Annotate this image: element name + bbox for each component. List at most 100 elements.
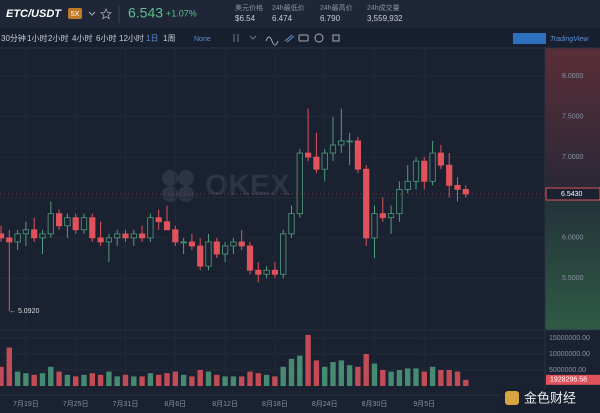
candle-body [180, 241, 187, 244]
interval[interactable]: 4小时 [72, 33, 92, 43]
icon[interactable] [265, 36, 279, 46]
volume-bar [413, 368, 419, 386]
candle-body [263, 269, 270, 275]
volume-bar [421, 371, 427, 386]
favorite-icon[interactable] [100, 7, 112, 20]
candle-body [155, 217, 162, 223]
stat-value: 6.790 [320, 14, 341, 23]
stat-label: 24h最低价 [272, 3, 305, 12]
volume-bar [313, 360, 320, 386]
candle-body [47, 213, 54, 235]
brand: 金色财经 [524, 390, 576, 405]
camera-icon[interactable] [298, 34, 309, 42]
volume-bar [156, 374, 162, 386]
fullscreen-icon[interactable] [332, 34, 340, 42]
volume-bar [64, 374, 71, 386]
volume-bar [280, 366, 286, 386]
candle-body [271, 269, 279, 275]
candle-body [105, 237, 112, 243]
interval[interactable]: 1小时 [27, 33, 47, 43]
y-tick-label: 6.0000 [562, 235, 584, 242]
candle-body [354, 140, 362, 170]
volume-bar [164, 373, 170, 386]
volume-bar [197, 370, 203, 386]
icon[interactable] [284, 34, 295, 43]
volume-bar [0, 366, 4, 386]
volume-bar [297, 355, 303, 386]
icon[interactable] [233, 34, 239, 42]
candle-body [238, 241, 245, 247]
volume-bar [131, 376, 137, 386]
volume-bar [56, 371, 62, 386]
candle-body [329, 144, 337, 154]
candle-body [122, 233, 129, 239]
volume-bar [89, 373, 95, 386]
dropdown-icon[interactable] [88, 11, 96, 16]
candle-body [221, 245, 229, 255]
candle-body [280, 233, 287, 275]
indicator[interactable]: None [194, 36, 211, 43]
volume-bar [272, 376, 278, 386]
candle-body [321, 152, 328, 170]
volume-bar [363, 354, 369, 386]
candle-body [429, 152, 436, 182]
interval[interactable]: 30分钟 [1, 33, 26, 43]
candle-body [396, 189, 403, 215]
interval[interactable]: 2小时 [48, 33, 68, 43]
volume-bar [147, 373, 154, 386]
icon[interactable] [249, 35, 257, 40]
interval[interactable]: 1日 [146, 34, 158, 43]
candle-body [147, 217, 154, 239]
volume-bar [222, 376, 228, 386]
candle-body [114, 233, 121, 239]
x-tick-label: 8月6日 [164, 400, 186, 408]
volume-bar [346, 365, 353, 386]
y-tick-label: 7.5000 [562, 114, 584, 121]
candle-body [246, 245, 254, 271]
toolbar [0, 28, 600, 48]
interval[interactable]: 6小时 [96, 33, 116, 43]
brand-logo [505, 391, 519, 405]
volume-bar [6, 347, 12, 386]
candle-body [97, 237, 104, 243]
candle-body [39, 233, 46, 239]
candle-body [130, 233, 137, 239]
volume-bar [454, 371, 461, 386]
candle-body [31, 229, 38, 239]
candle-body [22, 229, 30, 235]
volume-bar [230, 376, 237, 386]
candle-body [197, 245, 204, 267]
y-tick-label: 5.5000 [562, 275, 584, 282]
view-active[interactable] [513, 33, 546, 44]
volume-bar [288, 358, 295, 386]
interval[interactable]: 1周 [163, 34, 175, 43]
volume-bar [255, 373, 261, 386]
volume-bar [172, 371, 178, 386]
volume-bar [263, 374, 270, 386]
volume-bar [330, 362, 336, 386]
stat-value: 6.474 [272, 14, 293, 23]
volume-bar [239, 376, 245, 386]
pair[interactable]: ETC/USDT [6, 8, 62, 20]
view[interactable]: TradingView [550, 36, 589, 43]
candle-body [446, 164, 453, 186]
candle-body [56, 213, 63, 227]
volume-bar [114, 376, 120, 386]
interval[interactable]: 12小时 [119, 33, 144, 43]
last-price: 6.543 [128, 5, 163, 21]
volume-bar [39, 373, 46, 386]
change: +1.07% [166, 8, 197, 18]
candle-body [80, 217, 88, 231]
settings-icon[interactable] [314, 33, 324, 43]
candle-body [363, 168, 370, 239]
candle-body [89, 217, 96, 239]
volume-bar [371, 363, 378, 386]
volume-bar [322, 366, 328, 386]
candle-body [72, 217, 79, 231]
candle-body [0, 233, 5, 239]
volume-bar [14, 371, 21, 386]
volume-bar [81, 374, 87, 386]
badge [68, 8, 82, 19]
